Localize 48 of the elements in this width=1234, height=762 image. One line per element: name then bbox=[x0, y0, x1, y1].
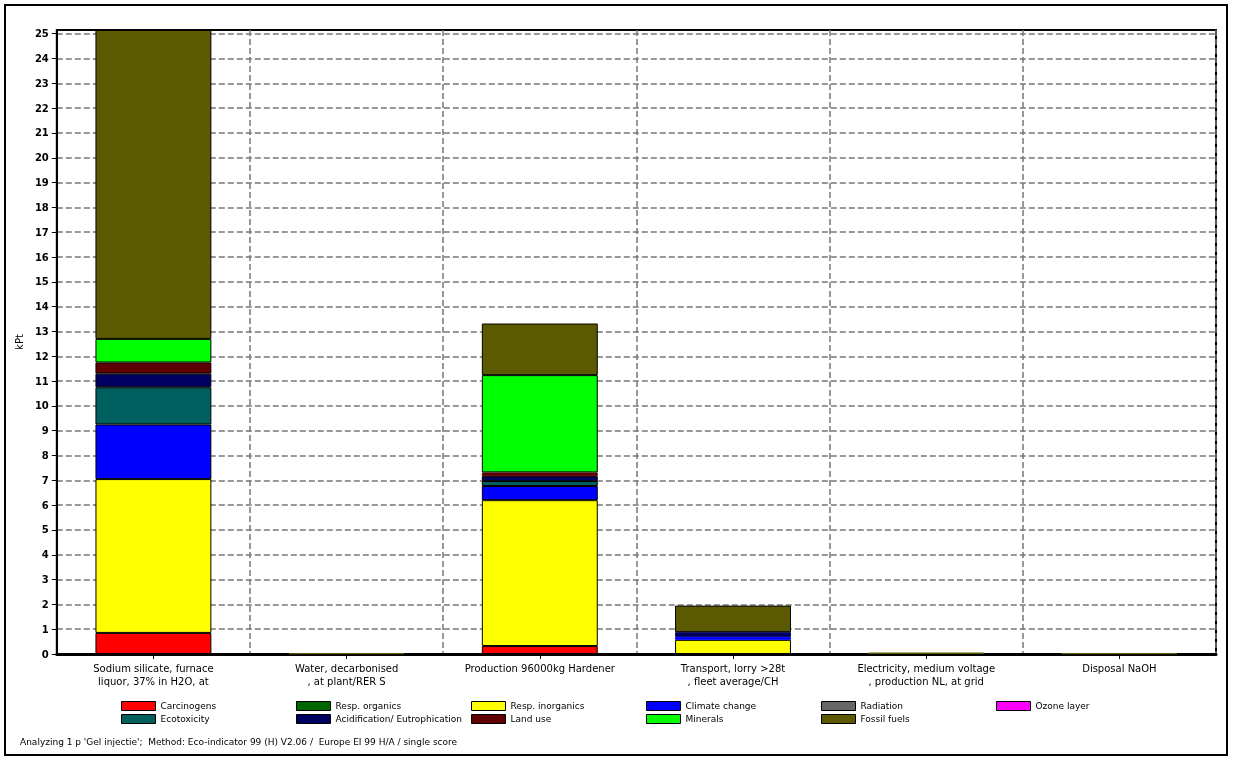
y-tick-label: 2 bbox=[41, 598, 49, 610]
y-tick-label: 24 bbox=[34, 53, 49, 65]
y-tick-label: 11 bbox=[34, 375, 49, 387]
bar bbox=[481, 476, 598, 482]
y-tick-label: 16 bbox=[34, 251, 49, 263]
y-tick-label: 12 bbox=[34, 350, 49, 362]
legend-label: Minerals bbox=[685, 714, 724, 724]
y-tick-label: 14 bbox=[34, 301, 49, 313]
y-tick-label: 4 bbox=[41, 549, 49, 561]
x-tick-label: Sodium silicate, furnace liquor, 37% in H2O, at bbox=[93, 663, 214, 687]
legend-label: Fossil fuels bbox=[860, 714, 911, 724]
text: Analyzing 1 p 'Gel injectie'; Method: Eco-indicator 99 (H) V2.06 / Europe EI 99 H/A / single score bbox=[20, 736, 458, 747]
y-tick-label: 6 bbox=[41, 499, 49, 511]
y-tick-label: 23 bbox=[34, 77, 49, 89]
y-tick-label: 9 bbox=[41, 425, 49, 437]
legend-label: Resp. organics bbox=[335, 701, 402, 711]
y-tick-label: 19 bbox=[34, 177, 49, 189]
x-tick-label: Transport, lorry >28t , fleet average/CH bbox=[679, 663, 786, 687]
x-tick-label: Production 96000kg Hardener bbox=[464, 663, 616, 674]
legend-label: Ecotoxicity bbox=[160, 714, 211, 724]
y-tick-label: 8 bbox=[41, 450, 49, 462]
legend-label: Climate change bbox=[685, 701, 757, 711]
bar bbox=[675, 632, 791, 637]
y-tick-label: 20 bbox=[34, 152, 49, 164]
y-tick-label: 25 bbox=[34, 28, 49, 40]
y-tick-label: 22 bbox=[34, 102, 49, 114]
y-tick-label: 18 bbox=[34, 201, 49, 213]
x-tick-label: Disposal NaOH bbox=[1082, 663, 1157, 674]
bar bbox=[675, 605, 791, 633]
y-tick-label: 5 bbox=[41, 524, 49, 536]
legend-label: Acidification/ Eutrophication bbox=[335, 714, 462, 724]
y-tick-label: 1 bbox=[41, 623, 49, 635]
y-tick-label: 3 bbox=[41, 574, 49, 586]
legend-label: Radiation bbox=[860, 701, 904, 711]
y-tick-label: 15 bbox=[34, 276, 49, 288]
y-tick-label: 21 bbox=[34, 127, 49, 139]
y-tick-label: 7 bbox=[41, 474, 49, 486]
legend-label: Ozone layer bbox=[1035, 701, 1090, 711]
x-tick-label: Water, decarbonised , at plant/RER S bbox=[294, 663, 399, 687]
y-axis-title: kPt bbox=[13, 334, 25, 350]
y-tick-label: 17 bbox=[34, 226, 49, 238]
y-tick-label: 10 bbox=[34, 400, 49, 412]
y-tick-label: 13 bbox=[34, 325, 49, 337]
legend-label: Carcinogens bbox=[160, 701, 217, 711]
y-tick-label: 0 bbox=[41, 648, 49, 660]
x-tick-label: Electricity, medium voltage , production NL, at grid bbox=[857, 663, 996, 687]
legend-label: Resp. inorganics bbox=[510, 701, 585, 711]
legend-label: Land use bbox=[510, 714, 552, 724]
